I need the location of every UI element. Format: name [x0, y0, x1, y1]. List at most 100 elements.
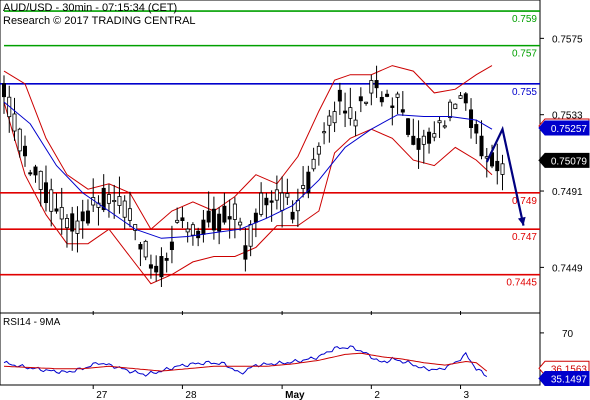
candle-body [112, 200, 117, 203]
candle-body [217, 213, 222, 232]
bollinger-upper-line [3, 65, 493, 230]
candle-body [49, 189, 54, 212]
candle-body [390, 105, 395, 108]
projection-arrow-head [517, 216, 526, 226]
level-label-4: 0.747 [512, 232, 537, 243]
candle-body [33, 166, 38, 176]
candle-body [59, 207, 64, 220]
candle-body [442, 125, 447, 128]
candle-body [416, 138, 421, 150]
level-label-3: 0.749 [512, 196, 537, 207]
candle-body [311, 158, 316, 170]
time-tick-label-2: May [285, 390, 305, 400]
candle-body [253, 212, 258, 223]
price-tag-1 [538, 120, 590, 136]
level-label-0: 0.759 [512, 14, 537, 25]
projection-arrow-group [485, 125, 526, 226]
price-tick-label-2: 0.7491 [552, 187, 583, 198]
candle-body [17, 128, 22, 152]
candle-body [301, 185, 306, 189]
candle-body [227, 216, 232, 220]
candle-body [306, 171, 311, 194]
candle-body [495, 160, 500, 172]
price-tag-label-2: 0.75079 [551, 156, 588, 167]
candle-body [206, 210, 211, 223]
candle-body [374, 80, 379, 89]
time-tick-label-4: 3 [464, 390, 470, 400]
candle-body [327, 115, 332, 126]
candle-body [458, 95, 463, 99]
candle-body [12, 113, 17, 132]
price-tag-2 [538, 152, 590, 168]
price-tick-label-1: 0.7533 [552, 111, 583, 122]
candle-body [101, 187, 106, 211]
price-tick-label-0: 0.7575 [552, 34, 583, 45]
candle-body [353, 119, 358, 127]
candle-body [127, 208, 132, 221]
support-resistance-levels: 0.759 0.757 0.755 0.749 0.747 0.7445 [0, 10, 540, 289]
candle-body [122, 200, 127, 218]
bollinger-lower-line [3, 101, 493, 285]
candle-body [369, 80, 374, 94]
candle-body [22, 145, 27, 157]
rsi-tag-label-0: 36.1563 [551, 364, 588, 375]
candle-body [448, 101, 453, 118]
candle-body [269, 200, 274, 203]
candle-body [54, 208, 59, 212]
candle-body [259, 192, 264, 215]
candle-body [343, 110, 348, 114]
level-label-2: 0.755 [512, 87, 537, 98]
candle-body [117, 196, 122, 206]
candle-body [38, 170, 43, 190]
rsi-tick-label-0: 70 [562, 329, 574, 340]
candle-body [148, 264, 153, 269]
chart-header: AUD/USD - 30min - 07:15:34 (CET) Researc… [3, 2, 196, 27]
rsi-panel-frame [0, 312, 541, 386]
candle-body [70, 213, 75, 232]
candle-body [238, 221, 243, 226]
candle-body [316, 145, 321, 155]
candle-body [201, 219, 206, 235]
time-tick-label-0: 27 [96, 390, 108, 400]
candle-body [453, 103, 458, 109]
candle-body [379, 96, 384, 103]
candle-body [332, 111, 337, 124]
candle-body [406, 118, 411, 135]
price-tag-label-1: 0.75257 [551, 124, 588, 135]
candle-body [348, 107, 353, 119]
candle-body [411, 135, 416, 145]
candle-body [75, 220, 80, 234]
bollinger-bands [3, 65, 493, 285]
candle-body [285, 193, 290, 198]
price-panel: 0.759 0.757 0.755 0.749 0.747 0.7445 [0, 0, 541, 314]
candle-body [2, 83, 7, 98]
projection-arrow-line [485, 125, 525, 226]
rsi-tag-label-1: 35.1497 [551, 374, 588, 385]
time-axis: 27 28 May 2 3 [92, 311, 470, 400]
candle-body [474, 124, 479, 134]
candle-body [28, 172, 33, 175]
candle-body [138, 244, 143, 250]
level-label-1: 0.757 [512, 49, 537, 60]
candle-body [264, 197, 269, 206]
candle-body [395, 93, 400, 98]
candle-body [190, 224, 195, 236]
candle-body [364, 101, 369, 104]
candle-body [500, 163, 505, 175]
moving-average-group [3, 101, 493, 239]
candle-body [432, 133, 437, 138]
candle-body [175, 219, 180, 223]
candle-body [427, 131, 432, 144]
candle-body [154, 265, 159, 273]
candle-body [463, 93, 468, 104]
candle-body [164, 258, 169, 261]
candle-body [185, 228, 190, 233]
candle-body [421, 135, 426, 145]
candle-body [248, 224, 253, 247]
candle-body [169, 241, 174, 251]
rsi-lines [3, 345, 488, 378]
candle-body [385, 93, 390, 97]
rsi-series-1 [3, 352, 488, 372]
